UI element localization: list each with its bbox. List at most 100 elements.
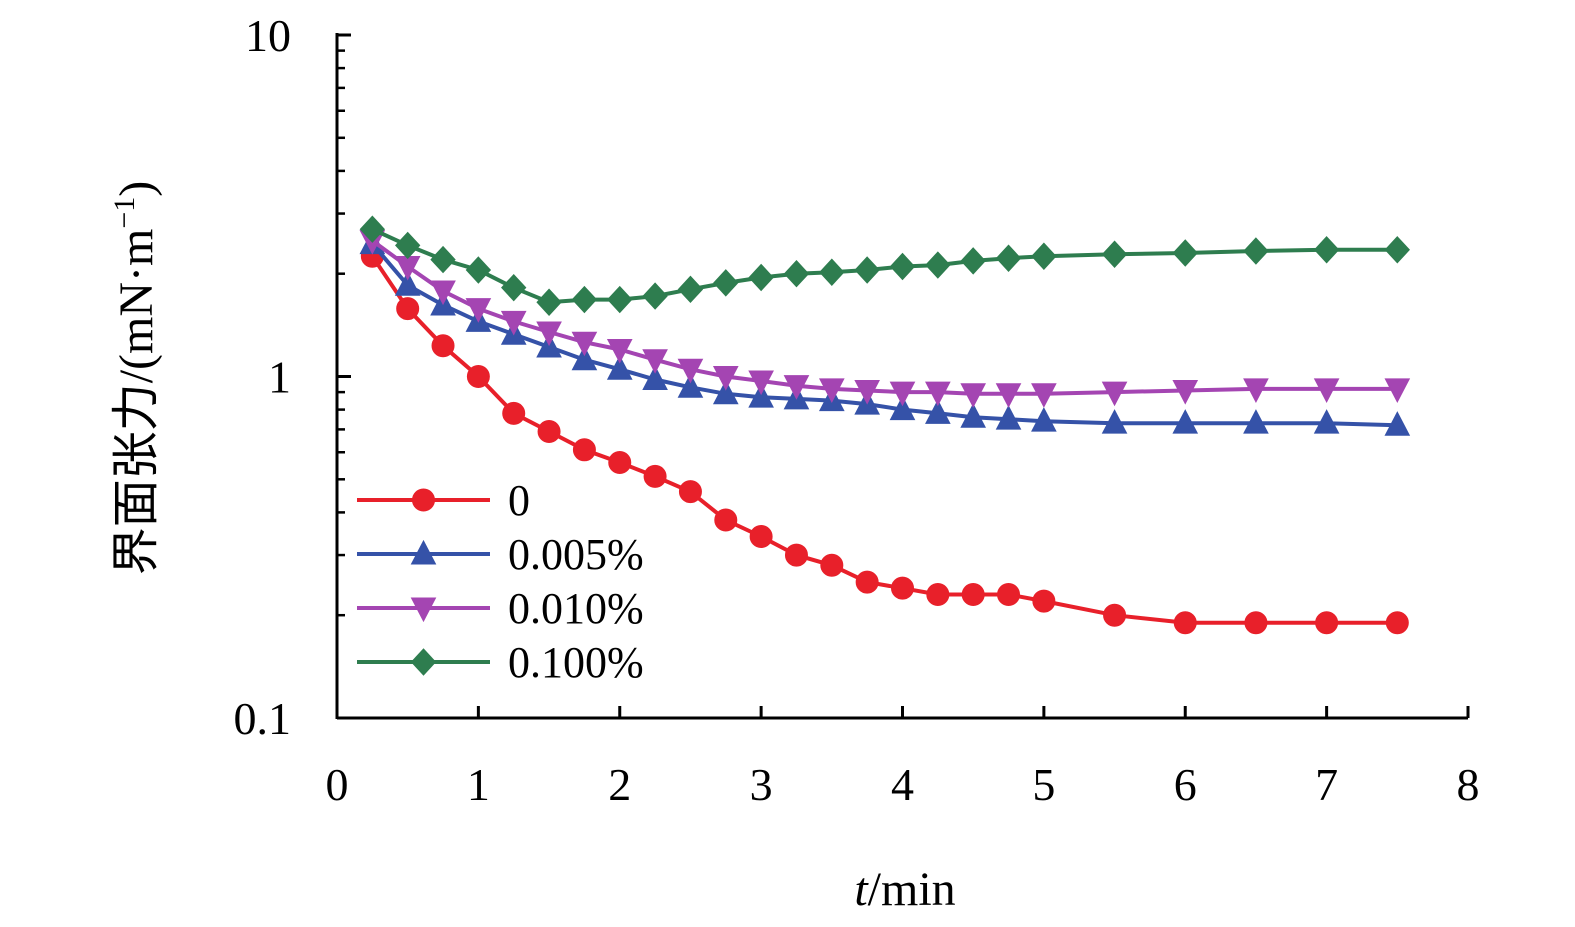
data-point (748, 263, 774, 292)
y-axis-title-main: 界面张力/(mN·m (110, 229, 163, 576)
data-point (925, 251, 951, 279)
series-line (371, 238, 1398, 396)
data-point (501, 273, 527, 302)
data-point (1172, 409, 1199, 434)
data-point (571, 345, 598, 371)
data-point (1313, 378, 1340, 403)
data-point (783, 375, 810, 400)
legend-item: 0.010% (357, 584, 644, 633)
data-point (431, 334, 455, 358)
data-point (607, 285, 633, 314)
legend-swatch-marker (412, 488, 435, 512)
y-tick-label: 10 (245, 10, 291, 61)
data-point (1313, 236, 1340, 264)
data-point (643, 464, 667, 488)
series-line (371, 227, 1398, 305)
data-point (820, 553, 844, 577)
data-point (889, 381, 916, 407)
data-point (1384, 378, 1411, 403)
data-point (536, 288, 562, 316)
data-point (677, 373, 704, 398)
data-point (1173, 611, 1197, 635)
data-point (712, 379, 739, 405)
x-tick-label: 3 (750, 759, 773, 810)
data-point (1244, 611, 1268, 635)
data-point (1031, 242, 1057, 270)
y-tick-label: 1 (268, 352, 291, 403)
data-point (430, 245, 456, 274)
x-tick-label: 1 (467, 759, 490, 810)
data-point (1172, 239, 1198, 267)
data-point (784, 543, 808, 567)
data-point (465, 256, 492, 284)
data-point (396, 297, 420, 321)
data-point (502, 401, 526, 425)
data-point (1384, 236, 1410, 264)
data-point (536, 321, 562, 347)
data-point (855, 570, 879, 594)
x-tick-label: 5 (1032, 759, 1055, 810)
data-point (1172, 379, 1199, 405)
data-point (749, 524, 773, 548)
y-axis-title-sup: −1 (108, 197, 141, 229)
data-point (537, 420, 561, 444)
x-tick-label: 8 (1457, 759, 1480, 810)
data-point (1243, 378, 1269, 403)
ticks: 0 1 2 3 4 5 6 7 8 0.1 1 10 (234, 10, 1480, 810)
data-point (1101, 409, 1128, 434)
data-point (854, 379, 880, 405)
x-axis-title-unit: /min (868, 863, 956, 916)
data-point (1385, 611, 1409, 635)
data-point (995, 383, 1022, 408)
data-point (960, 383, 987, 408)
data-point (889, 395, 916, 421)
data-point (430, 280, 456, 306)
legend-item: 0.100% (357, 638, 644, 687)
legend-item: 0.005% (357, 530, 644, 579)
data-point (677, 275, 704, 304)
data-point (1313, 409, 1340, 434)
data-point (995, 405, 1022, 430)
data-point (394, 271, 421, 296)
data-point (714, 508, 738, 532)
data-point (1101, 381, 1128, 407)
data-point (465, 298, 492, 323)
data-point (642, 365, 668, 390)
data-point (713, 269, 739, 297)
data-point (889, 252, 916, 281)
data-point (571, 285, 598, 314)
data-point (572, 438, 596, 462)
x-tick-label: 6 (1174, 759, 1197, 810)
data-point (712, 366, 739, 391)
x-tick-label: 4 (891, 759, 914, 810)
legend-item: 0 (357, 476, 530, 525)
data-point (1101, 240, 1128, 269)
data-point (1243, 409, 1269, 434)
data-point (783, 259, 810, 288)
data-point (606, 355, 633, 380)
series-2 (359, 230, 1411, 408)
data-point (961, 582, 985, 606)
data-point (678, 480, 702, 504)
data-point (1031, 383, 1057, 408)
data-point (1243, 237, 1269, 265)
legend-swatch-marker (410, 648, 437, 676)
legend-label: 0.010% (508, 584, 644, 633)
data-point (606, 338, 633, 364)
legend-swatch-marker (410, 597, 437, 623)
y-tick-label: 0.1 (234, 693, 292, 744)
series-0 (360, 244, 1409, 635)
data-point (642, 282, 668, 310)
data-point (854, 256, 880, 284)
data-point (960, 247, 986, 275)
y-axis-title-close: ) (110, 181, 163, 197)
legend-swatch-marker (410, 539, 437, 565)
legend-label: 0.100% (508, 638, 644, 687)
data-point (608, 450, 632, 474)
data-point (748, 370, 774, 396)
data-point (997, 582, 1021, 606)
legend: 0 0.005% 0.010% 0.100% (357, 476, 644, 687)
data-point (466, 365, 490, 388)
x-tick-label: 2 (608, 759, 631, 810)
